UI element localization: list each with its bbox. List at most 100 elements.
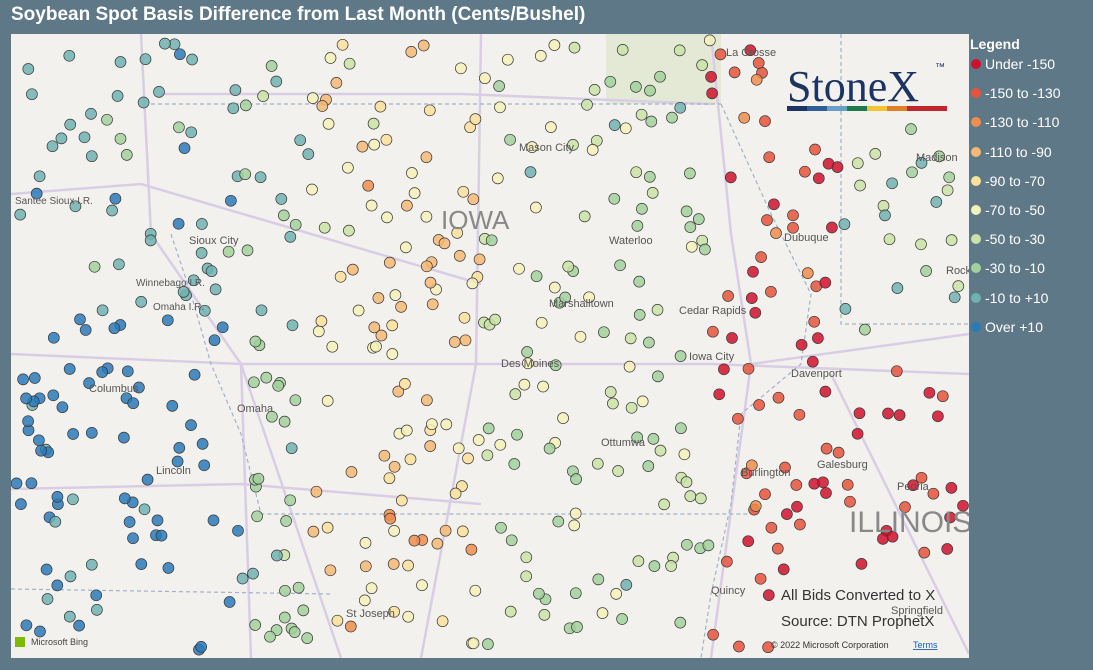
bid-point[interactable] (159, 37, 171, 50)
bid-point[interactable] (793, 408, 806, 421)
bid-point[interactable] (64, 570, 77, 583)
bid-point[interactable] (135, 558, 148, 570)
bid-point[interactable] (644, 84, 656, 97)
bid-point[interactable] (402, 559, 414, 572)
bid-point[interactable] (151, 514, 164, 527)
bid-point[interactable] (534, 50, 547, 62)
bid-point[interactable] (642, 460, 655, 472)
bid-point[interactable] (426, 418, 438, 431)
bid-point[interactable] (198, 459, 211, 472)
bid-point[interactable] (574, 330, 587, 343)
bid-point[interactable] (457, 185, 470, 198)
bid-point[interactable] (726, 332, 738, 344)
bid-point[interactable] (745, 292, 758, 304)
bid-point[interactable] (20, 392, 32, 405)
bid-point[interactable] (749, 500, 762, 512)
bid-point[interactable] (607, 397, 619, 410)
bid-point[interactable] (188, 368, 201, 381)
bid-point[interactable] (286, 319, 299, 332)
bid-point[interactable] (819, 276, 832, 289)
bid-point[interactable] (141, 473, 154, 486)
bid-point[interactable] (753, 399, 765, 411)
bid-point[interactable] (417, 39, 430, 52)
bid-point[interactable] (841, 478, 854, 491)
bid-point[interactable] (257, 90, 269, 102)
bid-point[interactable] (598, 326, 610, 339)
bid-point[interactable] (356, 140, 369, 153)
bid-point[interactable] (207, 514, 220, 527)
bid-point[interactable] (462, 452, 474, 465)
bid-point[interactable] (745, 459, 758, 472)
bid-point[interactable] (569, 507, 582, 520)
bid-point[interactable] (733, 640, 745, 653)
bid-point[interactable] (111, 90, 124, 102)
bid-point[interactable] (114, 56, 127, 68)
bid-point[interactable] (806, 355, 819, 368)
bid-point[interactable] (765, 521, 778, 534)
bid-point[interactable] (252, 472, 265, 485)
bid-point[interactable] (616, 613, 628, 625)
bid-point[interactable] (196, 438, 209, 450)
bid-point[interactable] (508, 458, 521, 470)
bid-point[interactable] (292, 581, 305, 594)
bid-point[interactable] (209, 283, 222, 296)
bid-point[interactable] (893, 409, 906, 421)
bid-point[interactable] (153, 86, 165, 98)
bid-point[interactable] (586, 144, 599, 156)
bid-point[interactable] (359, 537, 372, 549)
bid-point[interactable] (927, 487, 940, 500)
bid-point[interactable] (891, 282, 904, 294)
bid-point[interactable] (685, 240, 698, 253)
bid-point[interactable] (96, 366, 109, 378)
bid-point[interactable] (761, 214, 773, 226)
bid-point[interactable] (749, 306, 762, 319)
bid-point[interactable] (374, 100, 387, 113)
terms[interactable]: Terms (913, 640, 938, 650)
bid-point[interactable] (458, 311, 471, 324)
bid-point[interactable] (69, 200, 82, 213)
bid-point[interactable] (265, 60, 278, 72)
bid-point[interactable] (765, 285, 777, 298)
bid-point[interactable] (604, 386, 617, 398)
bid-point[interactable] (624, 332, 637, 345)
bid-point[interactable] (489, 313, 501, 326)
bid-point[interactable] (826, 221, 838, 234)
bid-point[interactable] (851, 157, 864, 170)
bid-point[interactable] (133, 381, 145, 394)
bid-point[interactable] (63, 363, 76, 375)
bid-point[interactable] (49, 515, 62, 528)
bid-point[interactable] (73, 619, 85, 632)
bid-point[interactable] (449, 487, 462, 500)
bid-point[interactable] (127, 397, 140, 410)
bid-point[interactable] (673, 44, 686, 57)
bid-point[interactable] (530, 270, 543, 283)
bid-point[interactable] (331, 614, 344, 627)
bid-point[interactable] (614, 259, 626, 272)
bid-point[interactable] (567, 139, 579, 151)
bid-point[interactable] (681, 538, 693, 551)
bid-point[interactable] (944, 511, 956, 524)
bid-point[interactable] (326, 340, 339, 353)
bid-point[interactable] (241, 244, 254, 257)
bid-point[interactable] (742, 535, 755, 548)
bid-point[interactable] (345, 466, 358, 478)
bid-point[interactable] (387, 558, 400, 570)
bid-point[interactable] (699, 243, 711, 256)
bid-point[interactable] (408, 534, 421, 547)
bid-point[interactable] (284, 231, 297, 243)
bid-point[interactable] (280, 515, 292, 527)
bid-point[interactable] (521, 346, 533, 358)
bid-point[interactable] (260, 371, 273, 384)
bid-point[interactable] (172, 217, 185, 230)
bid-point[interactable] (41, 593, 54, 605)
bid-point[interactable] (318, 221, 331, 234)
bid-point[interactable] (452, 442, 465, 455)
bid-point[interactable] (249, 619, 262, 631)
bid-point[interactable] (906, 166, 918, 179)
bid-point[interactable] (375, 329, 388, 342)
bid-point[interactable] (684, 167, 696, 180)
bid-point[interactable] (388, 525, 400, 537)
bid-point[interactable] (569, 587, 582, 600)
bid-point[interactable] (137, 96, 150, 109)
bid-point[interactable] (645, 115, 658, 128)
